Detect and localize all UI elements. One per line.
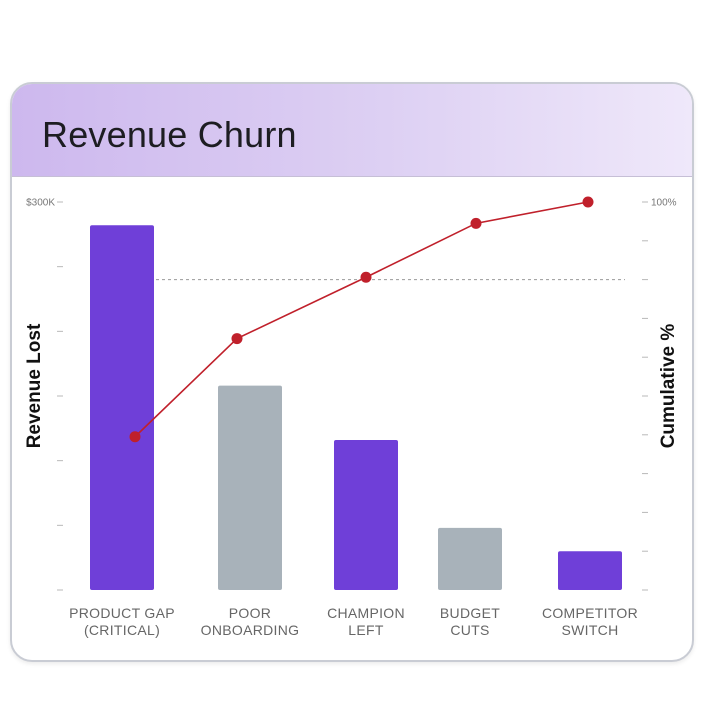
left-axis-tick-label: $300K xyxy=(26,198,55,209)
bar xyxy=(334,439,398,590)
category-label: (CRITICAL) xyxy=(84,622,160,638)
category-label: POOR xyxy=(229,605,271,621)
category-label: PRODUCT GAP xyxy=(69,605,175,621)
category-label: BUDGET xyxy=(440,605,500,621)
cumulative-line xyxy=(134,201,589,438)
category-label: COMPETITOR xyxy=(542,605,638,621)
right-axis-tick-label: 100% xyxy=(651,198,677,209)
category-label: CHAMPION xyxy=(327,605,405,621)
bar xyxy=(218,385,282,590)
card-header: Revenue Churn xyxy=(12,84,692,177)
cumulative-point xyxy=(129,431,141,443)
bar xyxy=(558,551,622,590)
category-label: CUTS xyxy=(450,622,489,638)
y-axis-title: Revenue Lost xyxy=(24,323,45,448)
cumulative-line-series xyxy=(129,196,594,443)
chart-labels: $300K 100% Revenue Lost Cumulative % PRODUCT… xyxy=(24,198,679,639)
chart-title: Revenue Churn xyxy=(42,114,297,155)
bar xyxy=(90,225,154,590)
category-label: ONBOARDING xyxy=(201,622,300,638)
bar xyxy=(438,527,502,590)
y2-axis-title: Cumulative % xyxy=(658,324,679,449)
bar-series xyxy=(90,225,622,590)
cumulative-point xyxy=(360,271,372,283)
category-label: SWITCH xyxy=(561,622,618,638)
chart-grid xyxy=(57,201,648,591)
cumulative-point xyxy=(582,196,594,208)
cumulative-point xyxy=(231,333,243,345)
category-label: LEFT xyxy=(348,622,384,638)
cumulative-point xyxy=(470,217,482,229)
